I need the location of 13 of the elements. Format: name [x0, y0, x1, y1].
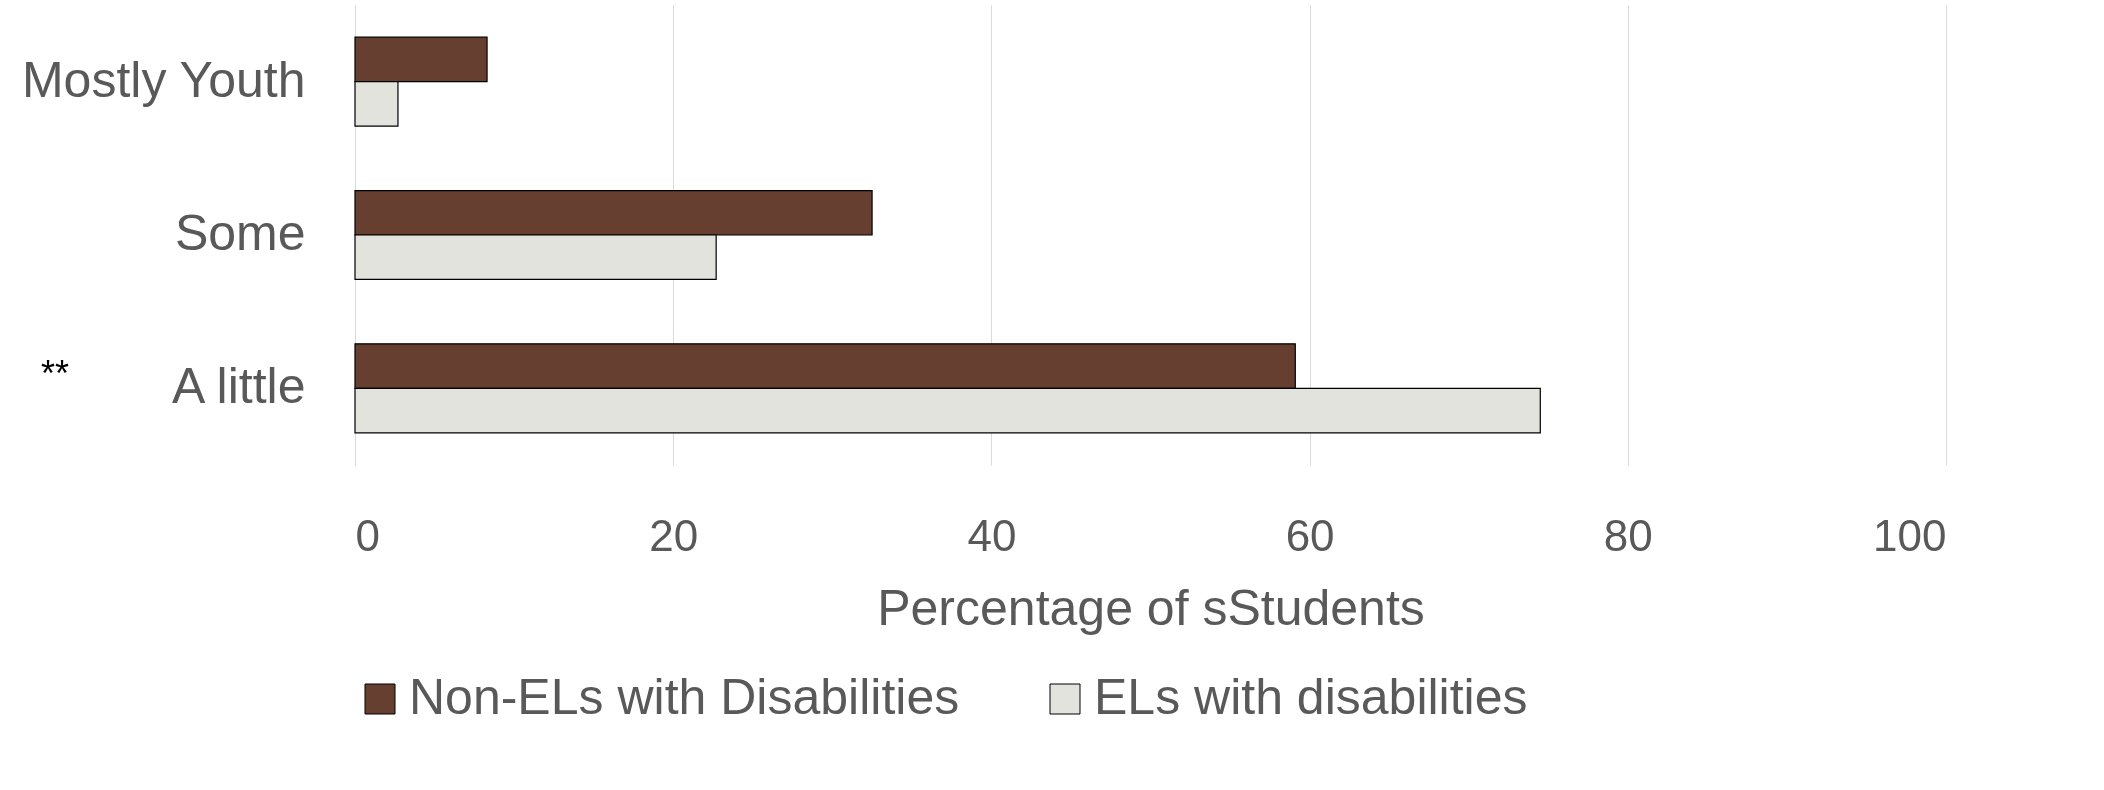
x-tick-label: 40	[967, 510, 1017, 560]
y-tick-label: A little	[172, 358, 306, 415]
legend-label: ELs with disabilities	[1094, 669, 1528, 725]
y-tick-label: Mostly Youth	[21, 51, 306, 108]
x-tick-label: 80	[1603, 510, 1653, 560]
x-tick-label: 20	[649, 510, 699, 560]
x-axis-title: Percentage of sStudents	[877, 579, 1425, 636]
x-tick-label: 100	[1873, 510, 1947, 560]
legend-label: Non-ELs with Disabilities	[409, 669, 960, 725]
y-tick-label: Some	[174, 205, 306, 261]
x-tick-label: 60	[1285, 510, 1335, 560]
x-tick-label: 0	[355, 510, 380, 560]
text: **	[40, 353, 70, 394]
